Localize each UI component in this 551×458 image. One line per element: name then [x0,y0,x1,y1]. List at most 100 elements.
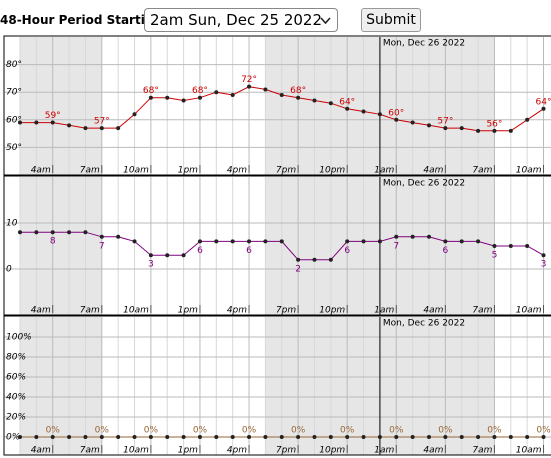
data-label: 7 [99,241,105,251]
x-tick-label: 10pm [319,446,345,456]
y-tick-label: 60% [6,373,26,383]
data-point [377,435,382,439]
data-point [345,435,350,439]
data-point [443,435,448,439]
data-point [345,239,350,244]
x-tick-label: 7pm [276,166,296,176]
data-point [427,123,431,128]
data-point [263,239,268,244]
data-label: 59° [45,111,61,121]
x-tick-label: 10pm [319,166,345,176]
data-point [34,435,39,439]
form-label: 48-Hour Period Starting: [0,13,167,27]
data-point [377,239,382,244]
data-label: 0% [242,426,257,436]
x-tick-label: 7am [472,306,492,316]
x-tick-label: 7pm [276,306,296,316]
data-label: 0% [46,426,61,436]
data-label: 5 [492,251,498,261]
data-label: 0% [487,426,502,436]
data-label: 0% [291,426,306,436]
data-point [83,126,88,131]
data-point [459,126,464,131]
data-point [116,435,121,439]
data-label: 2 [295,264,301,274]
data-point [410,435,415,439]
data-point [296,95,301,100]
date-label: Mon, Dec 26 2022 [383,179,465,189]
data-point [83,435,88,439]
data-point [50,230,55,235]
data-point [492,128,497,133]
data-point [312,257,317,262]
data-point [410,234,415,239]
x-tick-label: 4pm [227,166,247,176]
data-point [67,123,72,128]
data-point [247,239,252,244]
data-point [197,239,202,244]
x-tick-label: 7am [80,306,100,316]
data-point [476,128,481,133]
data-point [18,435,22,439]
data-point [361,109,366,114]
data-point [492,244,497,248]
data-point [214,90,219,95]
data-point [476,435,481,439]
dropdown-arrow [320,17,331,24]
x-tick-label: 7am [472,446,492,456]
data-point [230,435,235,439]
data-label: 57° [94,117,110,127]
night-shade [20,37,102,175]
data-point [345,106,350,111]
y-tick-label: 80° [6,60,22,70]
data-point [67,230,72,235]
data-point [394,435,399,439]
data-point [132,239,137,244]
data-label: 0% [193,426,208,436]
data-point [459,239,464,244]
select-value: 2am Sun, Dec 25 2022 [150,11,323,29]
data-point [230,92,235,97]
data-label: 68° [143,86,159,96]
data-point [541,435,546,439]
data-label: 60° [388,108,404,118]
x-tick-label: 1pm [178,446,198,456]
data-point [214,239,219,244]
submit-button[interactable]: Submit [361,8,421,32]
period-select[interactable]: 2am Sun, Dec 25 2022 [144,8,338,32]
data-point [328,257,333,262]
data-point [214,435,219,439]
x-tick-label: 10am [123,446,149,456]
data-point [197,95,202,100]
data-label: 68° [192,86,208,96]
data-point [410,120,415,125]
data-label: 0% [389,426,404,436]
y-tick-label: 70° [6,88,22,98]
data-point [230,239,235,244]
data-point [312,435,317,439]
data-point [394,234,399,239]
data-label: 68° [290,86,306,96]
y-tick-label: 100% [6,333,32,343]
data-point [525,244,530,248]
data-point [279,239,284,244]
x-tick-label: 10pm [319,306,345,316]
y-tick-label: 40% [6,393,26,403]
data-point [459,435,464,439]
data-point [279,435,284,439]
data-label: 64° [339,97,355,107]
x-tick-label: 4pm [227,306,247,316]
data-point [50,120,55,125]
x-tick-label: 7am [80,446,100,456]
data-point [263,435,268,439]
data-point [525,435,530,439]
data-point [541,106,546,111]
data-label: 72° [241,75,257,85]
data-point [476,239,481,244]
data-point [132,112,137,117]
data-point [508,435,513,439]
data-point [247,84,252,89]
data-point [541,253,546,258]
data-label: 8 [50,237,56,247]
